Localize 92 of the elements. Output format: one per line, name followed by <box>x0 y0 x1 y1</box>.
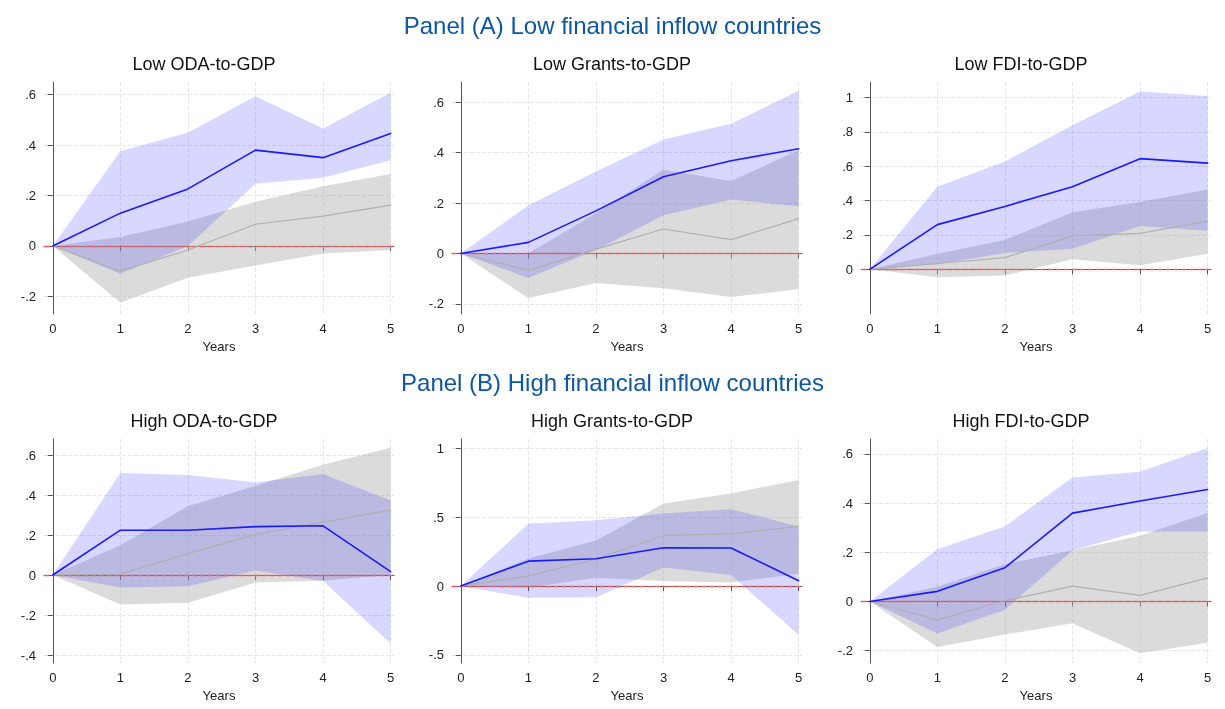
y-tick-label: 0 <box>437 578 445 594</box>
y-tick-label: .2 <box>433 195 445 211</box>
y-tick-label: .2 <box>841 544 853 560</box>
x-tick-label: 3 <box>1068 670 1076 685</box>
x-tick-label: 1 <box>116 670 124 685</box>
x-tick-label: 1 <box>116 321 124 336</box>
x-tick-label: 4 <box>727 670 735 685</box>
line-series <box>460 218 800 272</box>
x-tick-label: 0 <box>49 670 57 685</box>
y-tick-label: .4 <box>25 487 36 503</box>
x-tick-label: 2 <box>1000 321 1009 336</box>
y-tick-label: .2 <box>25 527 36 543</box>
y-tick-label: 0 <box>845 593 853 609</box>
x-tick-label: 0 <box>865 321 874 336</box>
x-tick-label: 3 <box>251 670 260 685</box>
x-tick-label: 3 <box>660 321 668 336</box>
line-series <box>868 488 1209 603</box>
y-tick-label: .6 <box>25 447 36 463</box>
y-tick-label: -.2 <box>429 296 445 312</box>
x-tick-label: 4 <box>319 321 327 336</box>
y-tick-label: 0 <box>28 238 36 254</box>
y-tick-label: .6 <box>841 158 853 174</box>
y-tick-label: .6 <box>433 94 445 110</box>
x-tick-label: 4 <box>1136 321 1144 336</box>
x-tick-label: 2 <box>592 670 600 685</box>
chart-title: Low Grants-to-GDP <box>533 54 692 74</box>
x-tick-label: 1 <box>933 321 941 336</box>
y-tick-label: 0 <box>437 245 445 261</box>
x-tick-label: 2 <box>592 321 600 336</box>
line-series <box>460 148 800 255</box>
x-tick-label: 5 <box>795 321 803 336</box>
x-tick-label: 4 <box>727 321 735 336</box>
x-tick-label: 0 <box>457 670 465 685</box>
x-tick-label: 0 <box>865 670 874 685</box>
line-series <box>868 157 1209 271</box>
x-tick-label: 5 <box>387 321 395 336</box>
y-tick-label: .6 <box>25 87 36 103</box>
y-tick-label: 0 <box>28 567 36 583</box>
y-tick-label: .4 <box>841 495 853 511</box>
y-tick-label: .4 <box>841 193 853 209</box>
line-series <box>868 577 1208 621</box>
line-series <box>868 220 1208 270</box>
chart-title: High ODA-to-GDP <box>130 411 278 431</box>
y-tick-label: -.2 <box>20 288 36 304</box>
line-series <box>51 132 392 247</box>
line-series <box>52 509 392 576</box>
x-tick-label: 3 <box>1068 321 1076 336</box>
line-series <box>52 204 392 272</box>
x-tick-label: 5 <box>1203 321 1211 336</box>
chart-title: High FDI-to-GDP <box>952 411 1090 431</box>
chart-title: High Grants-to-GDP <box>531 411 694 431</box>
y-tick-label: -.5 <box>429 647 445 663</box>
x-tick-label: 1 <box>525 321 533 336</box>
x-tick-label: 2 <box>184 670 192 685</box>
x-tick-label: 1 <box>525 670 533 685</box>
x-tick-label: 5 <box>1203 670 1211 685</box>
chart-title: Low FDI-to-GDP <box>954 54 1088 74</box>
y-tick-label: -.2 <box>20 607 36 623</box>
text: Panel (B) High financial inflow countries <box>400 369 825 397</box>
y-tick-label: .2 <box>841 227 853 243</box>
x-tick-label: 3 <box>251 321 260 336</box>
x-tick-label: 5 <box>387 670 395 685</box>
x-tick-label: 4 <box>319 670 327 685</box>
x-tick-label: 3 <box>660 670 668 685</box>
y-tick-label: .2 <box>25 187 36 203</box>
y-tick-label: .4 <box>433 145 445 161</box>
x-axis-title: Years <box>610 338 645 354</box>
x-tick-label: 5 <box>795 670 803 685</box>
x-tick-label: 2 <box>184 321 192 336</box>
x-axis-title: Years <box>1019 338 1053 354</box>
x-axis-title: Years <box>202 687 236 703</box>
y-tick-label: .4 <box>25 137 36 153</box>
x-axis-title: Years <box>1019 687 1053 703</box>
x-axis-title: Years <box>202 338 236 354</box>
y-tick-label: 1 <box>845 89 853 105</box>
y-tick-label: 0 <box>845 261 853 277</box>
x-tick-label: 0 <box>457 321 465 336</box>
y-tick-label: -.4 <box>20 647 36 663</box>
y-tick-label: .5 <box>433 509 445 525</box>
chart-title: Low ODA-to-GDP <box>132 54 276 74</box>
y-tick-label: .8 <box>841 124 853 140</box>
x-tick-label: 1 <box>933 670 941 685</box>
x-axis-title: Years <box>610 687 645 703</box>
line-series <box>51 525 392 576</box>
x-tick-label: 4 <box>1136 670 1144 685</box>
y-tick-label: 1 <box>437 441 445 457</box>
y-tick-label: .6 <box>841 446 853 462</box>
x-tick-label: 2 <box>1000 670 1009 685</box>
text: Panel (A) Low financial inflow countries <box>402 12 823 40</box>
line-series <box>460 546 800 587</box>
x-tick-label: 0 <box>49 321 57 336</box>
y-tick-label: -.2 <box>837 643 853 659</box>
